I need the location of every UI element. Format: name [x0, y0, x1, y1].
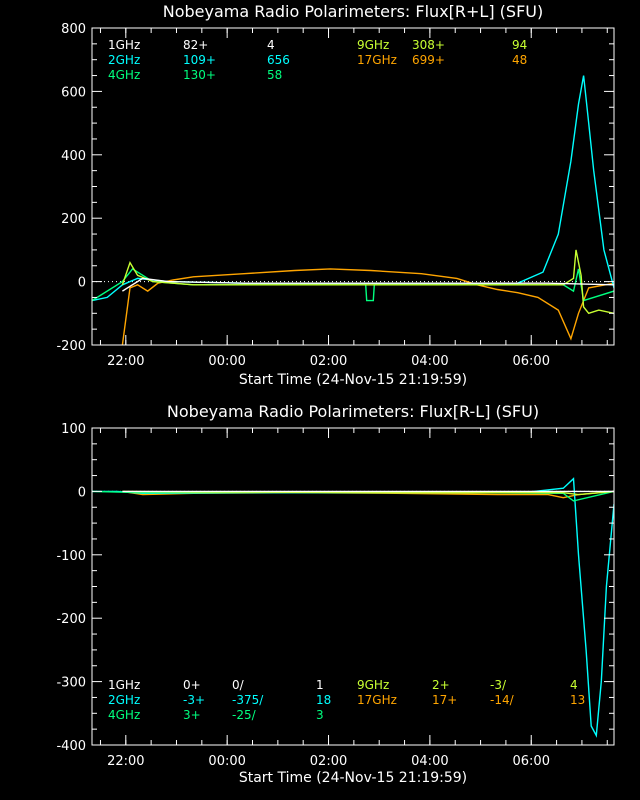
y-tick-label: 600	[61, 85, 86, 100]
series-line-2	[92, 75, 614, 302]
legend-freq: 17GHz	[357, 693, 397, 707]
y-tick-label: -200	[56, 612, 86, 627]
series-line-1	[121, 268, 614, 345]
legend-c3: 1	[316, 678, 324, 692]
legend-c2: 94	[512, 38, 527, 52]
legend-c2: -14/	[490, 693, 515, 707]
y-tick-label: -200	[56, 339, 86, 354]
plot-frame	[91, 427, 615, 746]
legend-c2: 4	[267, 38, 275, 52]
y-tick-label: 400	[61, 149, 86, 164]
legend-freq: 2GHz	[108, 693, 140, 707]
legend-c1: 699+	[412, 53, 445, 67]
x-tick-label: 06:00	[513, 354, 550, 369]
x-tick-label: 02:00	[310, 354, 347, 369]
y-tick-label: 200	[61, 212, 86, 227]
chart-title: Nobeyama Radio Polarimeters: Flux[R-L] (…	[167, 402, 539, 421]
y-tick-label: -100	[56, 549, 86, 564]
legend-c1: 17+	[432, 693, 457, 707]
legend-freq: 1GHz	[108, 38, 140, 52]
legend-freq: 9GHz	[357, 38, 389, 52]
legend-c2: 656	[267, 53, 290, 67]
series-line-1	[122, 490, 614, 499]
y-tick-label: -400	[56, 739, 86, 754]
legend-c1: 109+	[183, 53, 216, 67]
series-line-2	[92, 477, 614, 738]
x-tick-label: 22:00	[107, 754, 144, 769]
x-tick-label: 04:00	[411, 754, 448, 769]
legend-freq: 2GHz	[108, 53, 140, 67]
legend-c1: 0+	[183, 678, 201, 692]
x-axis-label: Start Time (24-Nov-15 21:19:59)	[239, 770, 467, 786]
series-line-5	[122, 277, 614, 292]
legend-freq: 17GHz	[357, 53, 397, 67]
y-tick-label: 0	[78, 276, 86, 291]
y-tick-label: 100	[61, 422, 86, 437]
legend-c3: 13	[570, 693, 585, 707]
legend-c1: 308+	[412, 38, 445, 52]
legend-c2: -3/	[490, 678, 507, 692]
legend-c2: -375/	[232, 693, 264, 707]
legend-freq: 4GHz	[108, 68, 140, 82]
x-axis-label: Start Time (24-Nov-15 21:19:59)	[239, 372, 467, 388]
legend-c2: 48	[512, 53, 527, 67]
legend-c1: -3+	[183, 693, 205, 707]
chart-panel-1: Nobeyama Radio Polarimeters: Flux[R+L] (…	[56, 2, 615, 388]
legend-c1: 2+	[432, 678, 450, 692]
legend-freq: 1GHz	[108, 678, 140, 692]
chart-title: Nobeyama Radio Polarimeters: Flux[R+L] (…	[163, 2, 543, 21]
chart-panel-2: Nobeyama Radio Polarimeters: Flux[R-L] (…	[56, 402, 615, 786]
legend: 1GHz 82+ 4 2GHz 109+ 656 4GHz 130+ 58 9GHz 308+ 94 1…	[108, 38, 527, 82]
legend-c3: 3	[316, 708, 324, 722]
legend-c1: 82+	[183, 38, 208, 52]
y-tick-label: -300	[56, 676, 86, 691]
series-group	[92, 477, 614, 738]
series-line-3	[92, 267, 614, 302]
legend-c2: -25/	[232, 708, 257, 722]
legend-c1: 3+	[183, 708, 201, 722]
x-tick-label: 06:00	[513, 754, 550, 769]
legend-c2: 0/	[232, 678, 245, 692]
x-tick-label: 22:00	[107, 354, 144, 369]
series-line-4	[121, 249, 614, 315]
legend: 1GHz 0+ 0/1 2GHz -3+ -375/18 4GHz 3+ -25/3 9GHz 2+…	[108, 678, 585, 722]
legend-freq: 4GHz	[108, 708, 140, 722]
legend-c1: 130+	[183, 68, 216, 82]
y-tick-label: 0	[78, 485, 86, 500]
x-tick-label: 00:00	[208, 354, 245, 369]
series-group	[92, 75, 614, 345]
legend-c2: 58	[267, 68, 282, 82]
y-tick-label: 800	[61, 22, 86, 37]
x-tick-label: 02:00	[310, 754, 347, 769]
x-tick-label: 00:00	[208, 754, 245, 769]
x-tick-label: 04:00	[411, 354, 448, 369]
legend-freq: 9GHz	[357, 678, 389, 692]
legend-c3: 4	[570, 678, 578, 692]
legend-c3: 18	[316, 693, 331, 707]
